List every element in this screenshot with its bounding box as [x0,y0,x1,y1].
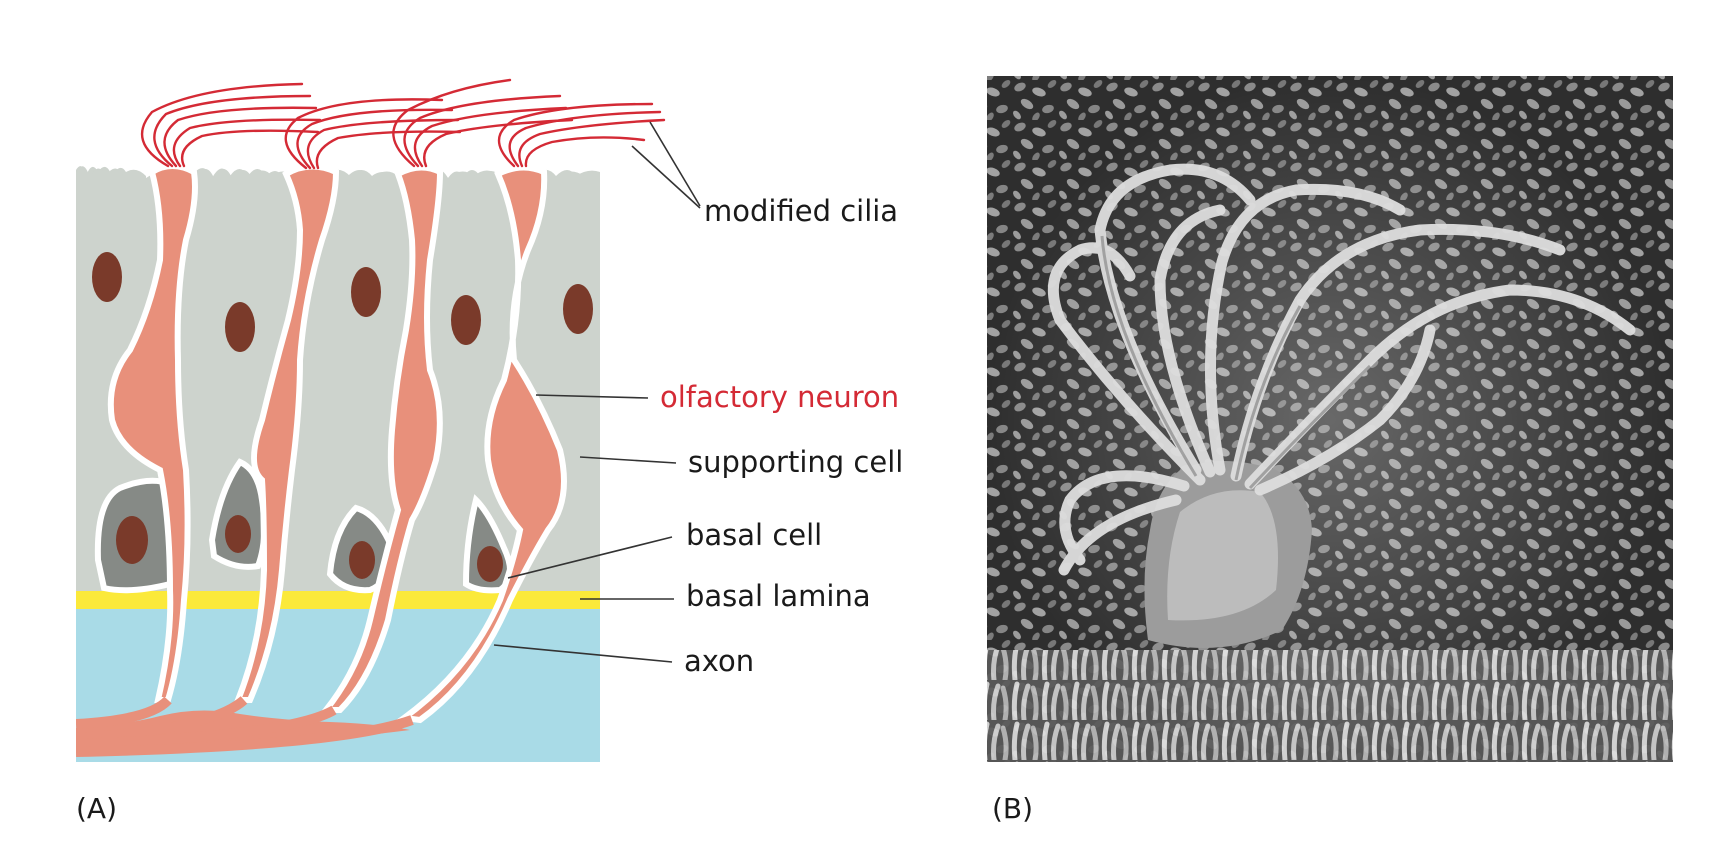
nucleus [351,267,381,317]
sem-cilium [1254,324,1436,496]
label-modified-cilia: modified cilia [704,194,898,228]
modified-cilia-drawing [141,78,666,170]
label-supporting-cell: supporting cell [688,445,903,479]
nucleus [451,295,481,345]
olfactory-neurons [76,163,567,757]
nucleus [477,546,503,582]
label-basal-cell: basal cell [686,518,822,552]
leader-line-axon [493,644,673,663]
sem-cilium [1244,284,1636,490]
cilium [153,94,312,168]
sem-cilium [1058,494,1182,576]
leader-line-modified-cilia [631,145,701,209]
cilium [508,110,662,168]
sem-cilium [1094,163,1256,476]
panel-a-letter: (A) [76,792,117,825]
cilium [518,118,666,168]
cilium [306,118,460,170]
panel-a-labels: modified cilia olfactory neuron supporti… [76,121,903,825]
axon-fiber [76,696,172,729]
sem-cilium [1059,470,1190,566]
nucleus [116,516,148,564]
dendrite-highlight [1167,490,1278,621]
cilium [403,94,562,168]
olfactory-knob [1144,461,1312,648]
cilium [163,106,318,168]
axon-fiber [76,705,337,749]
olfactory-neuron-cell [233,163,340,703]
cilium [392,78,512,168]
nucleus [563,284,593,334]
leader-line-supporting-cell [579,456,677,464]
leader-line-basal-cell [507,536,673,579]
label-basal-lamina: basal lamina [686,579,871,613]
sem-cilium [1154,204,1226,478]
panel-b-letter: (B) [992,792,1033,825]
basal-cell-nuclei [116,515,503,582]
nucleus [225,302,255,352]
cilium [423,118,574,168]
axon-fiber [76,696,248,743]
micrograph-cilia-shadow [1100,235,1372,490]
basal-lamina-band [76,591,600,609]
cilium [172,118,322,168]
leader-line-modified-cilia [649,121,701,207]
label-olfactory-neuron: olfactory neuron [660,380,899,414]
axon-fiber [76,715,414,757]
olfactory-neuron-cell [107,163,198,703]
supporting-cell-nuclei [92,252,593,352]
leader-lines [493,121,701,663]
sem-cilium-edge [1234,305,1302,481]
nucleus [349,541,375,579]
cilium [141,82,304,168]
cilium [296,108,454,170]
cilium [284,98,444,170]
sem-cilium-edge [1100,235,1198,477]
supporting-cell-body [76,166,600,591]
microvilli-fringe [987,76,1673,762]
leader-line-olfactory-neuron [535,394,649,399]
nucleus [225,515,251,553]
cilium [180,129,320,168]
cilium [497,102,654,168]
olfactory-neuron-cell [396,164,567,724]
nucleus [92,252,122,302]
label-axon: axon [684,644,754,678]
cilium [413,106,568,168]
sem-cilium [1204,183,1406,476]
panel-b-micrograph: (B) [987,76,1673,825]
cilium [524,136,646,168]
sem-cilium-edge [1248,364,1372,490]
panel-a-schematic [76,78,666,762]
olfactory-neuron-cell [319,164,444,713]
